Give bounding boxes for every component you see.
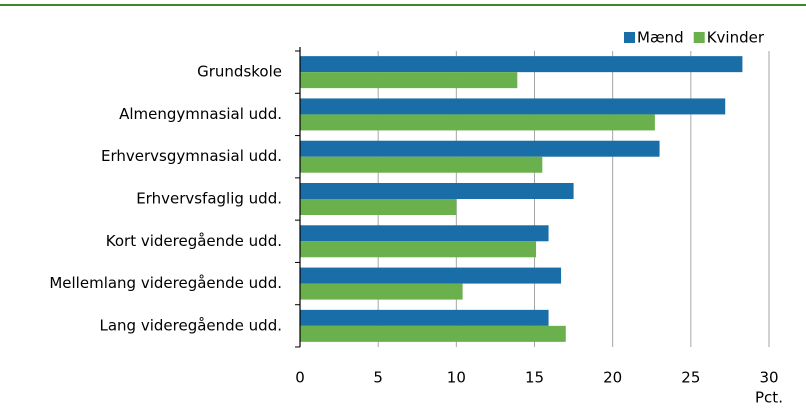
x-tick-label: 25 [681, 369, 700, 387]
bar [300, 325, 566, 342]
legend-label: Kvinder [707, 29, 765, 47]
bar [300, 183, 574, 199]
bar [300, 72, 518, 89]
x-tick-label: 20 [603, 369, 622, 387]
x-axis-label: Pct. [755, 389, 783, 407]
bar [300, 98, 726, 115]
bar [300, 267, 562, 284]
bar [300, 283, 463, 300]
y-tick-label: Lang videregående udd. [100, 316, 283, 334]
y-tick-label: Erhvervsgymnasial udd. [101, 147, 282, 165]
y-tick-label: Mellemlang videregående udd. [49, 274, 282, 292]
bar [300, 140, 660, 157]
legend-swatch [693, 32, 705, 43]
legend-label: Mænd [637, 29, 684, 47]
x-tick-label: 5 [373, 369, 383, 387]
legend-swatch [624, 32, 635, 43]
bar [300, 241, 537, 258]
x-tick-label: 0 [295, 369, 305, 387]
x-tick-label: 15 [525, 369, 544, 387]
bar [300, 309, 549, 326]
x-tick-label: 30 [759, 369, 778, 387]
bar [300, 199, 457, 215]
bar [300, 156, 543, 173]
bar [300, 56, 743, 73]
bar [300, 225, 549, 242]
x-tick-label: 10 [447, 369, 466, 387]
y-tick-label: Kort videregående udd. [106, 232, 282, 250]
y-tick-label: Erhvervsfaglig udd. [136, 190, 282, 208]
bar [300, 114, 655, 131]
y-tick-label: Almengymnasial udd. [119, 105, 282, 123]
y-tick-label: Grundskole [197, 63, 282, 81]
